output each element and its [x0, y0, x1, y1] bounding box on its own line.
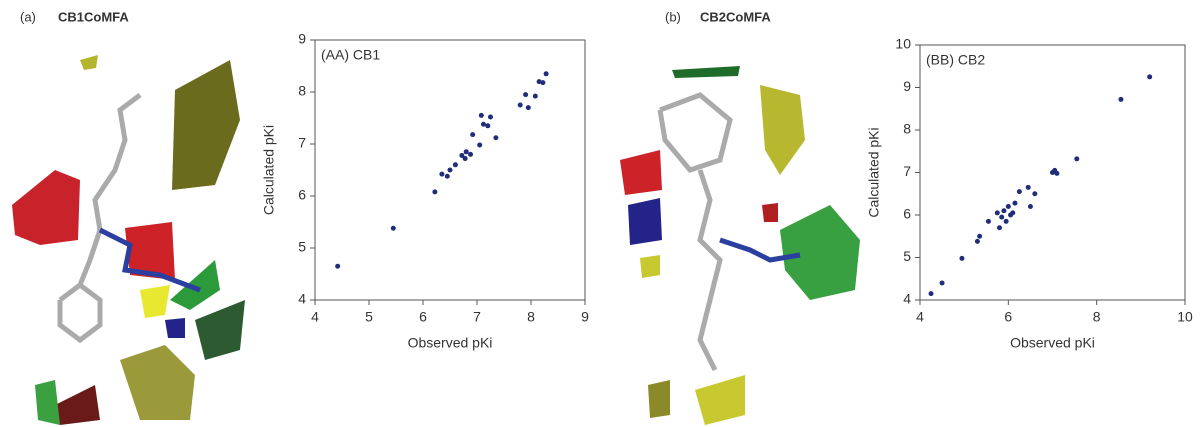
x-axis-label: Observed pKi	[1010, 335, 1095, 351]
point	[995, 210, 1000, 215]
panel-label: (b)	[665, 9, 681, 24]
x-tick-label: 6	[1004, 309, 1012, 325]
point	[526, 105, 531, 110]
point	[481, 122, 486, 127]
x-tick-label: 8	[527, 309, 535, 325]
y-axis-label: Calculated pKi	[866, 127, 882, 217]
x-tick-label: 8	[1093, 309, 1101, 325]
point	[544, 71, 549, 76]
point	[488, 114, 493, 119]
point	[1010, 210, 1015, 215]
y-tick-label: 7	[903, 163, 911, 179]
point	[470, 132, 475, 137]
point	[1074, 156, 1079, 161]
panel-label: (a)	[20, 9, 36, 24]
point	[999, 215, 1004, 220]
y-tick-label: 10	[895, 36, 911, 52]
y-axis-label: Calculated pKi	[261, 125, 277, 215]
figure: (a) CB1CoMFA (b) CB2CoMFA 4 5 6 7 8 9 4 5 6 7 8 9 (A…	[0, 0, 1203, 427]
x-tick-label: 9	[581, 309, 589, 325]
point	[432, 189, 437, 194]
point	[533, 94, 538, 99]
point	[975, 239, 980, 244]
point	[959, 256, 964, 261]
point	[485, 123, 490, 128]
y-tick-label: 6	[298, 187, 306, 203]
panel-title: CB1CoMFA	[58, 9, 129, 24]
point	[540, 80, 545, 85]
y-tick-label: 6	[903, 206, 911, 222]
y-tick-label: 8	[298, 83, 306, 99]
molecule-illustration	[12, 55, 245, 425]
point	[439, 172, 444, 177]
point	[391, 226, 396, 231]
x-tick-label: 10	[1177, 309, 1193, 325]
point	[448, 168, 453, 173]
x-tick-label: 6	[419, 309, 427, 325]
point	[523, 92, 528, 97]
panel-title: CB2CoMFA	[700, 9, 771, 24]
point	[463, 156, 468, 161]
point	[453, 162, 458, 167]
x-tick-label: 5	[365, 309, 373, 325]
point	[479, 113, 484, 118]
point	[1147, 74, 1152, 79]
point	[929, 291, 934, 296]
y-tick-label: 5	[903, 248, 911, 264]
point	[1032, 191, 1037, 196]
point	[1012, 201, 1017, 206]
point	[335, 264, 340, 269]
point	[986, 219, 991, 224]
point	[468, 152, 473, 157]
point	[997, 225, 1002, 230]
point	[1017, 189, 1022, 194]
point	[1006, 204, 1011, 209]
molecule-illustration	[620, 66, 860, 425]
point	[445, 174, 450, 179]
y-tick-label: 7	[298, 135, 306, 151]
point	[1028, 204, 1033, 209]
y-tick-label: 9	[298, 31, 306, 47]
y-tick-label: 8	[903, 121, 911, 137]
x-tick-label: 7	[473, 309, 481, 325]
y-tick-label: 5	[298, 239, 306, 255]
chart-title: (AA) CB1	[321, 47, 380, 63]
y-tick-label: 9	[903, 78, 911, 94]
chart-title: (BB) CB2	[926, 52, 985, 68]
x-axis-label: Observed pKi	[408, 335, 493, 351]
y-tick-label: 4	[298, 291, 306, 307]
x-tick-label: 4	[311, 309, 319, 325]
point	[477, 143, 482, 148]
x-tick-label: 4	[916, 309, 924, 325]
point	[1118, 97, 1123, 102]
y-tick-label: 4	[903, 291, 911, 307]
point	[977, 234, 982, 239]
point	[940, 281, 945, 286]
point	[518, 103, 523, 108]
point	[1004, 219, 1009, 224]
point	[1054, 171, 1059, 176]
point	[1001, 208, 1006, 213]
point	[493, 135, 498, 140]
point	[464, 149, 469, 154]
point	[1026, 185, 1031, 190]
